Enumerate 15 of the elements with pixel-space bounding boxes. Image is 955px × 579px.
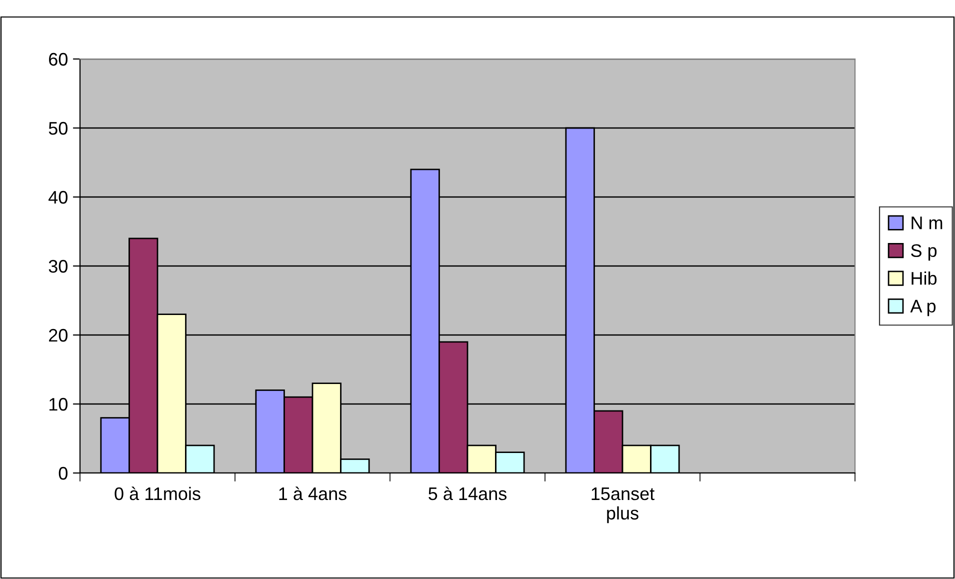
x-tick-label: 5 à 14ans bbox=[428, 486, 507, 500]
legend-label: A p bbox=[910, 300, 936, 316]
y-tick-label: 40 bbox=[48, 190, 68, 204]
y-tick-label: 60 bbox=[49, 52, 68, 66]
legend-label: S p bbox=[911, 244, 937, 261]
legend-label: Hib bbox=[912, 272, 937, 285]
y-tick-label: 0 bbox=[58, 466, 68, 480]
y-tick-label: 30 bbox=[48, 260, 68, 273]
y-tick-label: 50 bbox=[48, 122, 68, 135]
y-tick-label: 10 bbox=[49, 398, 68, 411]
x-tick-label: 1 à 4ans bbox=[279, 486, 346, 500]
x-tick-label: 15anset plus bbox=[592, 488, 654, 524]
legend-label: N m bbox=[912, 216, 942, 230]
x-tick-label: 0 à 11mois bbox=[114, 486, 200, 500]
y-tick-label: 20 bbox=[49, 328, 68, 342]
